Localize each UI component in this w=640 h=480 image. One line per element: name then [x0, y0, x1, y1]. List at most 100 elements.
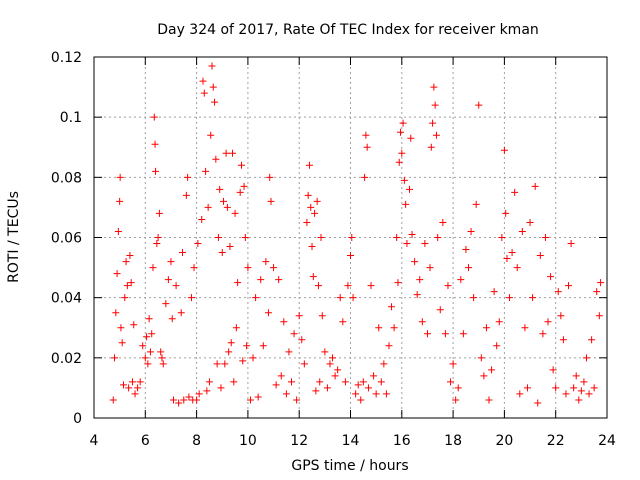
data-point-marker — [562, 390, 570, 398]
data-point-marker — [427, 143, 435, 151]
data-point-marker — [452, 396, 460, 404]
data-point-marker — [282, 390, 290, 398]
data-point-marker — [539, 330, 547, 338]
data-point-marker — [421, 240, 429, 248]
data-point-marker — [541, 234, 549, 241]
data-point-marker — [157, 348, 165, 356]
data-point-marker — [441, 330, 449, 338]
data-point-marker — [585, 390, 593, 398]
data-point-marker — [549, 366, 557, 374]
data-point-marker — [241, 234, 249, 241]
y-tick-label: 0.12 — [51, 50, 82, 66]
x-tick-label: 16 — [393, 433, 411, 449]
data-point-marker — [232, 324, 240, 332]
data-point-marker — [128, 378, 136, 386]
data-point-marker — [508, 249, 516, 257]
data-point-marker — [123, 282, 131, 290]
data-point-marker — [348, 234, 356, 241]
data-point-marker — [221, 360, 229, 368]
data-point-marker — [127, 279, 135, 287]
data-point-marker — [357, 396, 365, 404]
data-point-marker — [246, 396, 254, 404]
data-point-marker — [213, 360, 221, 368]
data-point-marker — [117, 324, 125, 332]
data-point-marker — [172, 282, 180, 290]
data-point-marker — [293, 396, 301, 404]
data-point-marker — [334, 366, 342, 374]
data-point-marker — [113, 270, 121, 278]
data-point-marker — [119, 381, 127, 389]
data-point-marker — [239, 357, 247, 365]
data-point-marker — [593, 288, 601, 296]
data-point-marker — [575, 396, 583, 404]
data-point-marker — [237, 161, 245, 169]
data-point-marker — [229, 149, 237, 157]
data-point-marker — [202, 167, 210, 175]
data-point-marker — [397, 128, 405, 136]
data-point-marker — [236, 188, 244, 196]
data-point-marker — [300, 360, 308, 368]
data-point-marker — [398, 149, 406, 157]
data-point-marker — [506, 294, 514, 302]
data-point-marker — [531, 182, 539, 190]
data-point-marker — [164, 276, 172, 284]
data-point-marker — [312, 387, 320, 395]
data-point-marker — [267, 197, 275, 205]
data-point-marker — [459, 330, 467, 338]
data-point-marker — [130, 321, 138, 329]
data-point-marker — [277, 372, 285, 380]
data-point-marker — [432, 131, 440, 139]
data-point-marker — [326, 360, 334, 368]
data-point-marker — [467, 227, 475, 235]
data-point-marker — [317, 234, 325, 241]
data-point-marker — [203, 387, 211, 395]
data-point-marker — [141, 354, 149, 362]
y-axis-ticks: 0 0.02 0.04 0.06 0.08 0.1 0.12 — [51, 50, 607, 427]
data-point-marker — [385, 342, 393, 350]
data-point-marker — [354, 381, 362, 389]
data-point-marker — [362, 131, 370, 139]
x-tick-label: 14 — [342, 433, 360, 449]
x-tick-label: 8 — [192, 433, 201, 449]
data-point-marker — [311, 209, 319, 217]
data-point-marker — [243, 342, 251, 350]
data-point-marker — [314, 282, 322, 290]
data-point-marker — [109, 396, 117, 404]
y-tick-label: 0.08 — [51, 170, 82, 186]
x-tick-label: 18 — [444, 433, 462, 449]
data-point-marker — [595, 312, 603, 320]
data-point-marker — [126, 252, 134, 260]
data-point-marker — [182, 191, 190, 199]
data-point-marker — [148, 330, 156, 338]
data-point-marker — [347, 252, 354, 260]
data-point-marker — [367, 282, 375, 290]
data-point-marker — [200, 89, 208, 97]
data-point-marker — [429, 119, 437, 127]
data-point-marker — [266, 173, 274, 181]
data-point-marker — [114, 227, 122, 235]
data-point-marker — [309, 273, 317, 281]
data-point-marker — [529, 294, 537, 302]
data-point-marker — [434, 234, 442, 241]
chart-title: Day 324 of 2017, Rate Of TEC Index for r… — [157, 22, 539, 38]
data-point-marker — [116, 197, 124, 205]
data-point-marker — [565, 282, 573, 290]
data-point-marker — [149, 264, 157, 272]
data-point-marker — [220, 197, 228, 205]
data-point-marker — [211, 98, 219, 106]
data-point-marker — [488, 366, 496, 374]
data-point-marker — [116, 173, 124, 181]
data-point-marker — [331, 372, 339, 380]
x-tick-label: 24 — [598, 433, 616, 449]
data-point-marker — [308, 243, 316, 251]
data-point-marker — [447, 378, 455, 386]
data-point-marker — [240, 182, 248, 190]
data-point-marker — [523, 384, 531, 392]
data-point-marker — [136, 378, 144, 386]
data-point-marker — [121, 294, 129, 302]
data-point-marker — [185, 393, 193, 401]
data-point-marker — [521, 324, 529, 332]
data-point-marker — [439, 218, 447, 226]
data-point-marker — [270, 264, 278, 272]
